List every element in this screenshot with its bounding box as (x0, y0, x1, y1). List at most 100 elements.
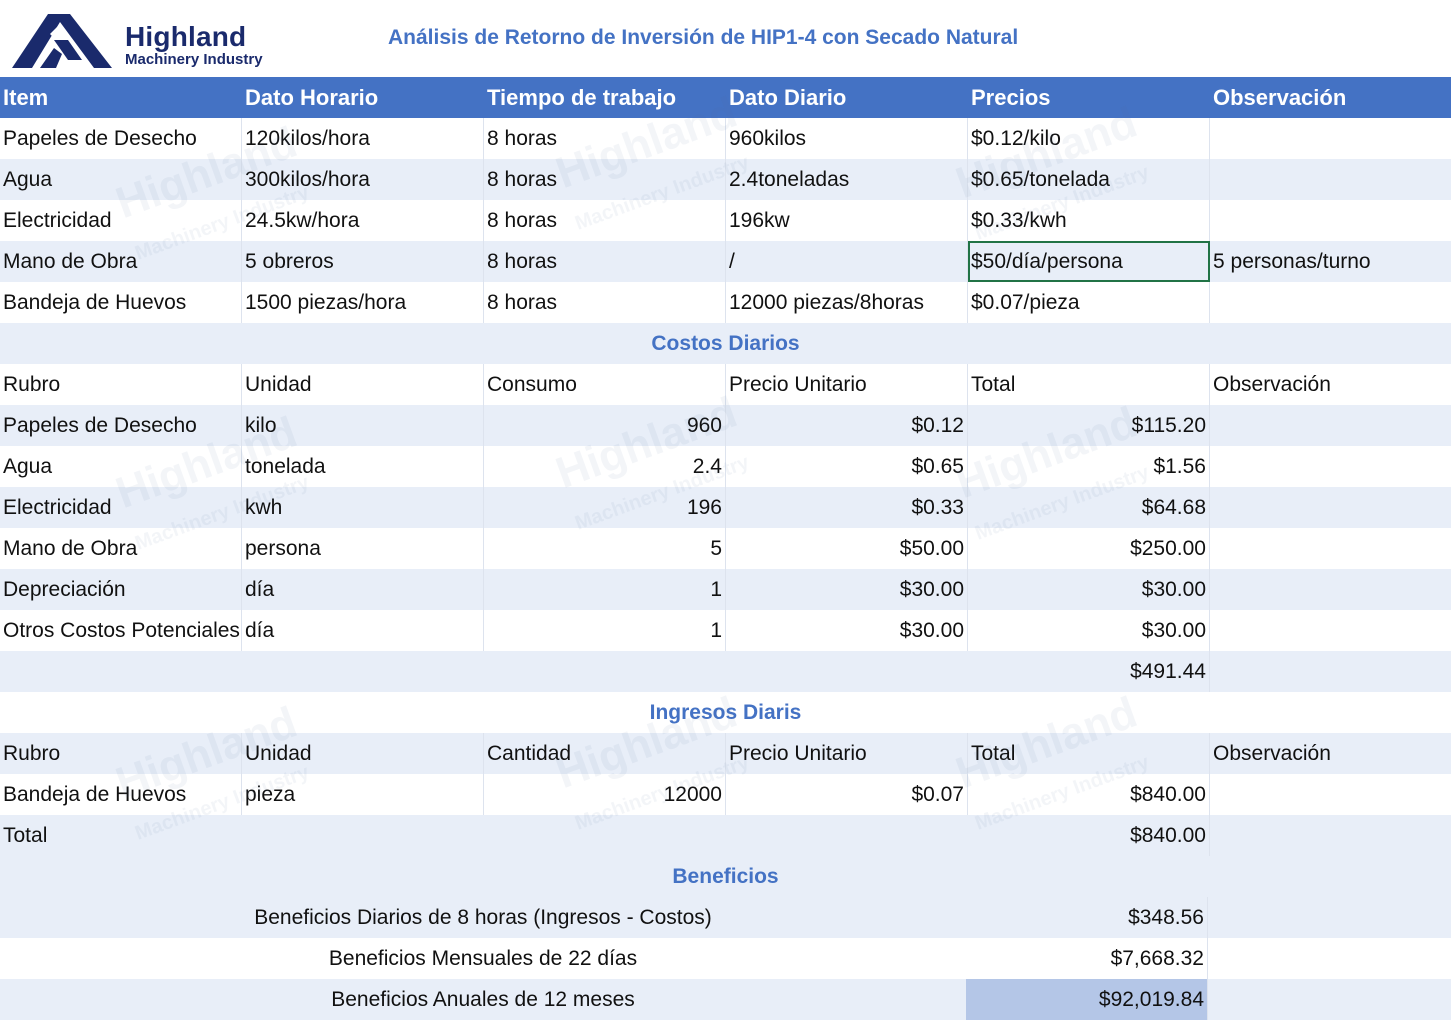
table-cell[interactable]: $0.07/pieza (968, 282, 1210, 323)
table-cell[interactable] (1210, 159, 1451, 200)
table-cell[interactable]: 2.4toneladas (726, 159, 968, 200)
table-cell[interactable]: $0.65/tonelada (968, 159, 1210, 200)
column-header[interactable]: Cantidad (484, 733, 726, 774)
empty-cell[interactable] (242, 815, 484, 856)
table-cell[interactable] (1210, 569, 1451, 610)
header-cell[interactable]: Observación (1213, 85, 1347, 110)
column-header[interactable]: Precio Unitario (726, 733, 968, 774)
table-cell[interactable]: $50.00 (726, 528, 968, 569)
table-cell[interactable]: día (242, 610, 484, 651)
table-cell[interactable] (1210, 487, 1451, 528)
empty-cell[interactable] (726, 651, 968, 692)
table-cell[interactable]: 300kilos/hora (242, 159, 484, 200)
table-cell[interactable] (1210, 446, 1451, 487)
header-cell[interactable]: Item (3, 85, 49, 110)
empty-cell[interactable] (1208, 979, 1449, 1020)
column-header[interactable]: Consumo (484, 364, 726, 405)
table-cell[interactable] (1210, 405, 1451, 446)
column-header[interactable]: Unidad (242, 364, 484, 405)
empty-cell[interactable] (242, 651, 484, 692)
table-cell[interactable]: $0.65 (726, 446, 968, 487)
benefit-value[interactable]: $348.56 (966, 897, 1208, 938)
table-cell[interactable]: $30.00 (968, 569, 1210, 610)
table-cell[interactable]: 5 personas/turno (1213, 250, 1371, 273)
table-cell[interactable]: $64.68 (968, 487, 1210, 528)
empty-cell[interactable] (726, 815, 968, 856)
header-cell[interactable]: Dato Horario (245, 85, 379, 110)
table-cell[interactable]: 120kilos/hora (242, 118, 484, 159)
table-cell[interactable]: 960 (484, 405, 726, 446)
table-cell[interactable]: Electricidad (0, 200, 242, 241)
column-header[interactable]: Observación (1213, 373, 1331, 396)
table-cell[interactable]: 12000 (484, 774, 726, 815)
benefit-value[interactable]: $7,668.32 (966, 938, 1208, 979)
table-cell[interactable]: Papeles de Desecho (0, 118, 242, 159)
table-cell[interactable]: Bandeja de Huevos (0, 774, 242, 815)
table-cell[interactable]: 1 (484, 569, 726, 610)
table-cell[interactable]: $0.33/kwh (968, 200, 1210, 241)
table-cell[interactable]: 1 (484, 610, 726, 651)
table-cell[interactable]: Depreciación (0, 569, 242, 610)
table-cell[interactable]: Bandeja de Huevos (0, 282, 242, 323)
table-cell[interactable] (1210, 118, 1451, 159)
table-cell[interactable]: $250.00 (968, 528, 1210, 569)
empty-cell[interactable] (1210, 815, 1451, 856)
table-cell[interactable]: $840.00 (968, 774, 1210, 815)
table-cell[interactable]: Agua (0, 446, 242, 487)
table-cell[interactable]: $30.00 (726, 569, 968, 610)
table-cell[interactable]: 8 horas (484, 159, 726, 200)
table-cell[interactable]: $0.12 (726, 405, 968, 446)
column-header[interactable]: Rubro (0, 733, 242, 774)
table-cell[interactable]: Mano de Obra (0, 241, 242, 282)
table-cell[interactable]: Agua (0, 159, 242, 200)
table-cell[interactable]: $1.56 (968, 446, 1210, 487)
income-total-value[interactable]: $840.00 (968, 815, 1210, 856)
benefit-label[interactable]: Beneficios Diarios de 8 horas (Ingresos … (254, 906, 712, 929)
table-cell[interactable]: 196 (484, 487, 726, 528)
table-cell[interactable]: $115.20 (968, 405, 1210, 446)
table-cell[interactable]: / (726, 241, 968, 282)
column-header[interactable]: Precio Unitario (726, 364, 968, 405)
table-cell[interactable]: pieza (242, 774, 484, 815)
table-cell[interactable]: $30.00 (726, 610, 968, 651)
table-cell[interactable]: $0.33 (726, 487, 968, 528)
table-cell[interactable] (1210, 200, 1451, 241)
table-cell[interactable]: 8 horas (484, 241, 726, 282)
table-cell[interactable]: 5 (484, 528, 726, 569)
table-cell[interactable]: kwh (242, 487, 484, 528)
header-cell[interactable]: Tiempo de trabajo (487, 85, 677, 110)
table-cell[interactable]: Papeles de Desecho (0, 405, 242, 446)
costs-total-value[interactable]: $491.44 (968, 651, 1210, 692)
income-total-label[interactable]: Total (3, 824, 48, 847)
column-header[interactable]: Unidad (242, 733, 484, 774)
table-cell[interactable] (1210, 282, 1451, 323)
table-cell[interactable]: $30.00 (968, 610, 1210, 651)
table-cell[interactable]: $0.12/kilo (968, 118, 1210, 159)
table-cell[interactable]: Electricidad (0, 487, 242, 528)
column-header[interactable]: Rubro (0, 364, 242, 405)
column-header[interactable]: Observación (1213, 742, 1331, 765)
table-cell[interactable]: 196kw (726, 200, 968, 241)
empty-cell[interactable] (484, 815, 726, 856)
table-cell[interactable]: 8 horas (484, 200, 726, 241)
empty-cell[interactable] (1210, 651, 1451, 692)
empty-cell[interactable] (1208, 938, 1449, 979)
table-cell[interactable]: kilo (242, 405, 484, 446)
table-cell[interactable]: tonelada (242, 446, 484, 487)
table-cell[interactable]: 12000 piezas/8horas (726, 282, 968, 323)
table-cell[interactable]: 960kilos (726, 118, 968, 159)
table-cell[interactable]: 5 obreros (242, 241, 484, 282)
table-cell[interactable]: Otros Costos Potenciales (0, 610, 242, 651)
table-cell[interactable]: 8 horas (484, 282, 726, 323)
table-cell[interactable]: día (242, 569, 484, 610)
table-cell[interactable] (1210, 528, 1451, 569)
table-cell[interactable]: Mano de Obra (0, 528, 242, 569)
benefit-label[interactable]: Beneficios Anuales de 12 meses (331, 988, 635, 1011)
table-cell[interactable]: 1500 piezas/hora (242, 282, 484, 323)
table-cell[interactable]: 24.5kw/hora (242, 200, 484, 241)
empty-cell[interactable] (1208, 897, 1449, 938)
benefit-value-highlighted[interactable]: $92,019.84 (966, 979, 1208, 1020)
table-cell[interactable]: persona (242, 528, 484, 569)
header-cell[interactable]: Precios (971, 85, 1051, 110)
empty-cell[interactable] (484, 651, 726, 692)
